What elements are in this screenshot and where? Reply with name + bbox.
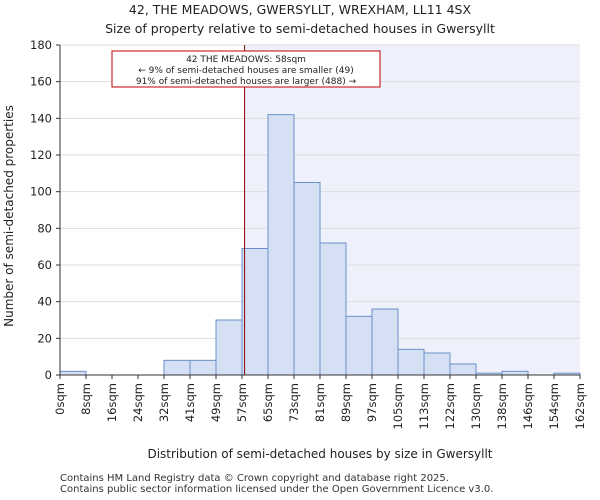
histogram-bar	[189, 359, 217, 376]
histogram-bar	[423, 352, 451, 376]
x-tick-label: 57sqm	[235, 383, 249, 422]
y-tick-label: 160	[30, 75, 52, 89]
x-tick-label: 41sqm	[183, 383, 197, 422]
histogram-bar	[241, 248, 269, 376]
x-tick-label: 65sqm	[261, 383, 275, 422]
x-tick-label: 24sqm	[131, 383, 145, 422]
histogram-bar	[215, 319, 243, 376]
x-tick-label: 97sqm	[365, 383, 379, 422]
histogram-bar	[163, 359, 191, 376]
x-tick-label: 162sqm	[573, 383, 587, 429]
y-tick-label: 20	[37, 331, 52, 345]
x-tick-label: 105sqm	[391, 383, 405, 429]
x-ticks: 0sqm 8sqm 16sqm 24sqm 32sqm 41sqm 49sqm 57sqm 65…	[53, 375, 587, 429]
annotation-border	[111, 50, 381, 88]
y-tick-label: 60	[37, 258, 52, 272]
x-tick-label: 81sqm	[313, 383, 327, 422]
y-tick-label: 80	[37, 221, 52, 235]
x-tick-label: 122sqm	[443, 383, 457, 429]
histogram-bar	[501, 370, 529, 376]
x-tick-label: 32sqm	[157, 383, 171, 422]
x-tick-label: 146sqm	[521, 383, 535, 429]
histogram-bar	[449, 363, 477, 376]
histogram-bar	[59, 370, 87, 376]
x-tick-label: 138sqm	[495, 383, 509, 429]
x-tick-label: 130sqm	[469, 383, 483, 429]
x-tick-label: 89sqm	[339, 383, 353, 422]
histogram-bar	[293, 182, 321, 376]
footer-credit-line-2: Contains public sector information licen…	[60, 484, 494, 495]
chart-title: 42, THE MEADOWS, GWERSYLLT, WREXHAM, LL1…	[129, 2, 472, 17]
histogram-bar	[371, 308, 399, 376]
annotation-line-3: 91% of semi-detached houses are larger (…	[136, 77, 357, 87]
y-tick-label: 100	[30, 185, 52, 199]
x-tick-label: 8sqm	[79, 383, 93, 415]
y-tick-label: 120	[30, 148, 52, 162]
histogram-bar	[267, 114, 295, 376]
x-tick-label: 0sqm	[53, 383, 67, 415]
y-tick-label: 0	[45, 368, 52, 382]
histogram-bar	[345, 315, 373, 376]
histogram-bar	[397, 348, 425, 376]
annotation-line-1: 42 THE MEADOWS: 58sqm	[186, 55, 306, 65]
y-tick-label: 40	[37, 295, 52, 309]
chart-subtitle: Size of property relative to semi-detach…	[105, 21, 495, 36]
annotation-box: 42 THE MEADOWS: 58sqm ← 9% of semi-detac…	[111, 50, 381, 88]
x-tick-label: 16sqm	[105, 383, 119, 422]
y-axis-label: Number of semi-detached properties	[2, 105, 16, 327]
x-tick-label: 113sqm	[417, 383, 431, 429]
x-tick-label: 49sqm	[209, 383, 223, 422]
y-tick-label: 140	[30, 111, 52, 125]
annotation-line-2: ← 9% of semi-detached houses are smaller…	[138, 66, 354, 76]
x-tick-label: 73sqm	[287, 383, 301, 422]
histogram-chart: 42, THE MEADOWS, GWERSYLLT, WREXHAM, LL1…	[2, 2, 587, 461]
y-tick-label: 180	[30, 38, 52, 52]
x-axis-label: Distribution of semi-detached houses by …	[147, 447, 492, 461]
x-tick-label: 154sqm	[547, 383, 561, 429]
footer-credit-line-1: Contains HM Land Registry data © Crown c…	[60, 473, 449, 484]
y-ticks: 0 20 40 60 80 100 120 140 160 180	[30, 38, 60, 382]
histogram-bar	[319, 242, 347, 376]
